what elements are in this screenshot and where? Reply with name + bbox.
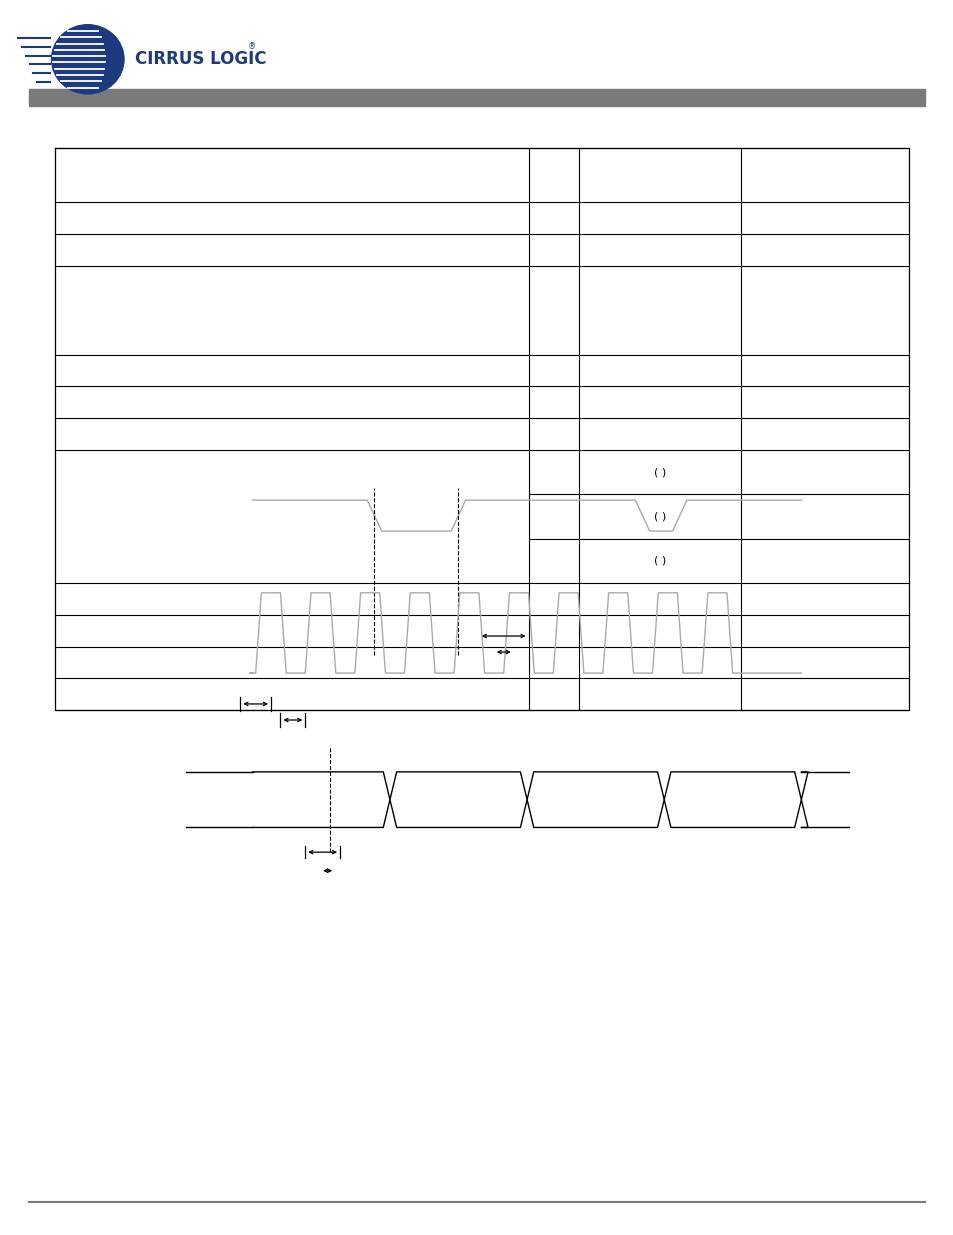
Text: ( ): ( ) (653, 511, 665, 521)
Text: CIRRUS LOGIC: CIRRUS LOGIC (135, 51, 267, 68)
Text: ( ): ( ) (653, 556, 665, 566)
Bar (29, 89, 924, 106)
Ellipse shape (51, 25, 124, 94)
Text: ( ): ( ) (653, 467, 665, 477)
Text: ®: ® (248, 42, 256, 52)
